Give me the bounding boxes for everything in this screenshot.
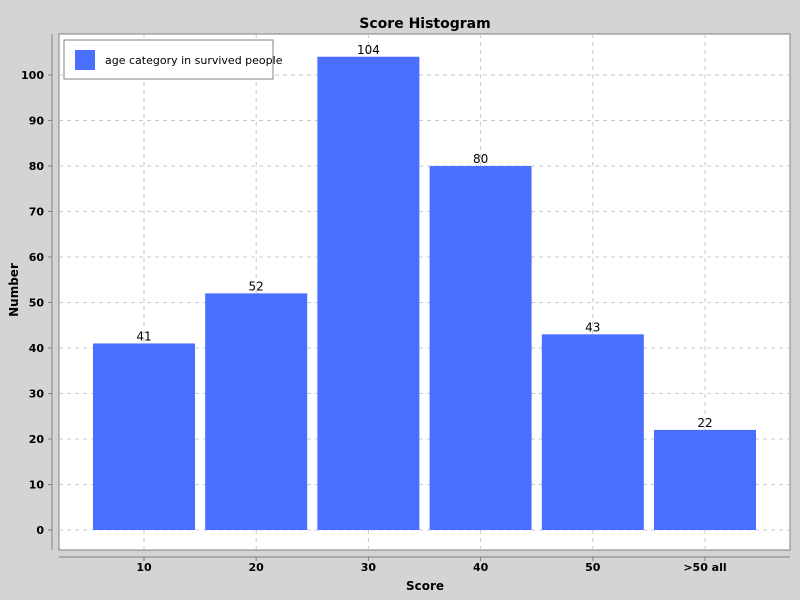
y-tick-label: 100 xyxy=(21,69,44,82)
bar xyxy=(654,429,756,530)
bar-value-label: 43 xyxy=(585,320,600,334)
bar xyxy=(541,334,644,530)
y-tick-label: 20 xyxy=(29,433,45,446)
y-tick-label: 50 xyxy=(29,296,45,309)
bar xyxy=(93,343,195,530)
x-axis: 10 20 30 40 50 >50 all xyxy=(59,556,790,574)
bar xyxy=(205,293,308,530)
bar-value-label: 80 xyxy=(473,152,488,166)
y-tick-label: 60 xyxy=(29,251,45,264)
x-tick-label: 20 xyxy=(249,561,265,574)
x-tick-label: 40 xyxy=(473,561,489,574)
bar xyxy=(317,56,420,531)
x-tick-label: 30 xyxy=(361,561,377,574)
chart-title: Score Histogram xyxy=(359,16,490,32)
legend-label: age category in survived people xyxy=(105,54,283,67)
x-tick-label: 50 xyxy=(585,561,601,574)
legend-swatch xyxy=(75,50,95,70)
legend-box xyxy=(63,39,274,80)
y-tick-label: 30 xyxy=(29,387,45,400)
bar xyxy=(429,165,532,530)
y-tick-label: 70 xyxy=(29,205,45,218)
x-axis-title: Score xyxy=(406,579,444,593)
bar-value-label: 22 xyxy=(697,416,712,430)
data-labels: 41 52 104 80 43 22 xyxy=(136,43,712,430)
x-tick-label: 10 xyxy=(136,561,152,574)
y-tick-label: 10 xyxy=(29,478,45,491)
bar-value-label: 41 xyxy=(136,329,151,343)
x-tick-label: >50 all xyxy=(683,561,726,574)
y-axis: 0 10 20 30 40 50 60 70 80 90 100 xyxy=(21,34,53,550)
y-tick-label: 40 xyxy=(29,342,45,355)
legend: age category in survived people xyxy=(63,39,283,80)
y-tick-label: 90 xyxy=(29,114,45,127)
y-tick-label: 0 xyxy=(36,524,44,537)
bar-value-label: 52 xyxy=(249,279,264,293)
y-tick-label: 80 xyxy=(29,160,45,173)
bar-value-label: 104 xyxy=(357,43,380,57)
y-axis-title: Number xyxy=(7,263,21,317)
bars xyxy=(93,56,756,531)
